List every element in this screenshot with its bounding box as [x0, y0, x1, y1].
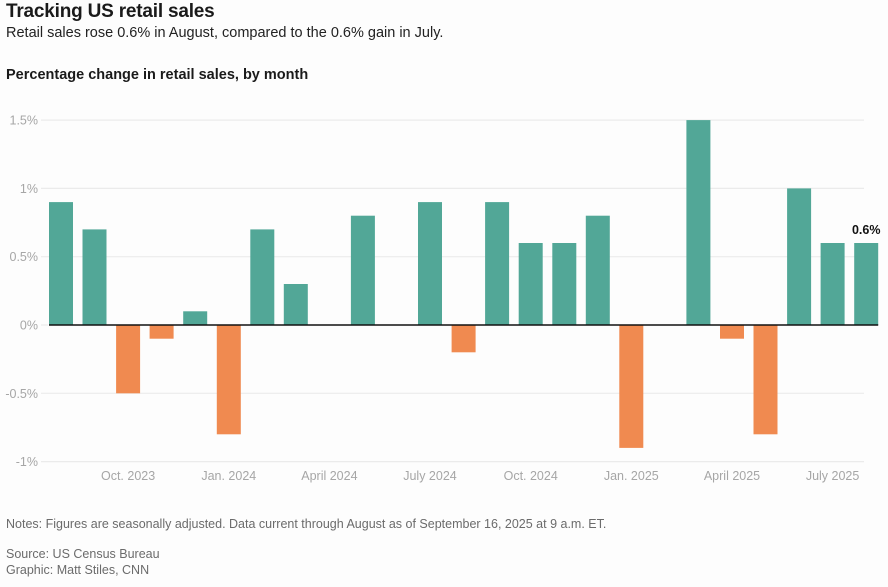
x-axis-ticks: Oct. 2023 Jan. 2024 April 2024 July 2024 Oct… — [101, 469, 859, 483]
y-axis-ticks: 1.5% 1% 0.5% 0% -0.5% -1% — [5, 114, 38, 470]
gridlines — [41, 119, 864, 463]
x-tick-label: April 2024 — [301, 469, 357, 483]
bar-sept-2024 — [485, 202, 510, 325]
bar-aug-2023 — [49, 202, 73, 325]
bar-nov-2024 — [552, 243, 577, 325]
bar-may-2024 — [350, 215, 375, 325]
bar-nov-2023 — [149, 325, 174, 339]
x-tick-label: Jan. 2024 — [201, 469, 256, 483]
data-label: 0.6% — [852, 223, 881, 237]
source-credit: Source: US Census Bureau Graphic: Matt S… — [6, 546, 160, 578]
bar-july-2024 — [418, 202, 442, 325]
bar-april-2025 — [720, 325, 744, 339]
page-title: Tracking US retail sales — [6, 1, 215, 22]
x-tick-label: Oct. 2024 — [504, 469, 558, 483]
y-tick-label: 0.5% — [10, 250, 39, 264]
y-tick-label: 1% — [20, 182, 38, 196]
bars — [49, 120, 879, 448]
x-tick-label: Oct. 2023 — [101, 469, 155, 483]
x-tick-label: July 2024 — [403, 469, 457, 483]
bar-march-2025 — [686, 120, 711, 325]
bar-aug-2024 — [451, 325, 476, 353]
x-tick-label: July 2025 — [806, 469, 860, 483]
chart-notes: Notes: Figures are seasonally adjusted. … — [6, 517, 607, 531]
chart-title: Percentage change in retail sales, by mo… — [6, 67, 309, 83]
bar-sept-2023 — [82, 229, 107, 325]
bar-may-2025 — [753, 325, 778, 435]
y-tick-label: 1.5% — [10, 114, 39, 128]
bar-dec-2023 — [183, 311, 208, 325]
bar-oct-2023 — [116, 325, 141, 394]
bar-oct-2024 — [518, 243, 543, 325]
y-tick-label: -0.5% — [5, 387, 38, 401]
bar-jan-2024 — [216, 325, 241, 435]
y-tick-label: 0% — [20, 319, 38, 333]
source-text: Source: US Census Bureau — [6, 547, 160, 561]
bar-chart: 1.5% 1% 0.5% 0% -0.5% -1% Oct. 2023 Jan. 2024 A… — [5, 114, 881, 483]
page-subtitle: Retail sales rose 0.6% in August, compar… — [6, 25, 444, 41]
bar-july-2025 — [820, 243, 845, 325]
data-labels: 0.6% — [852, 223, 881, 237]
graphic-credit: Graphic: Matt Stiles, CNN — [6, 563, 150, 577]
y-tick-label: -1% — [16, 455, 38, 469]
bar-dec-2024 — [585, 215, 610, 325]
x-tick-label: Jan. 2025 — [604, 469, 659, 483]
bar-june-2025 — [787, 188, 812, 325]
bar-jan-2025 — [619, 325, 644, 448]
bar-march-2024 — [283, 284, 308, 325]
bar-feb-2024 — [250, 229, 275, 325]
bar-aug-2025 — [854, 243, 879, 325]
x-tick-label: April 2025 — [704, 469, 760, 483]
